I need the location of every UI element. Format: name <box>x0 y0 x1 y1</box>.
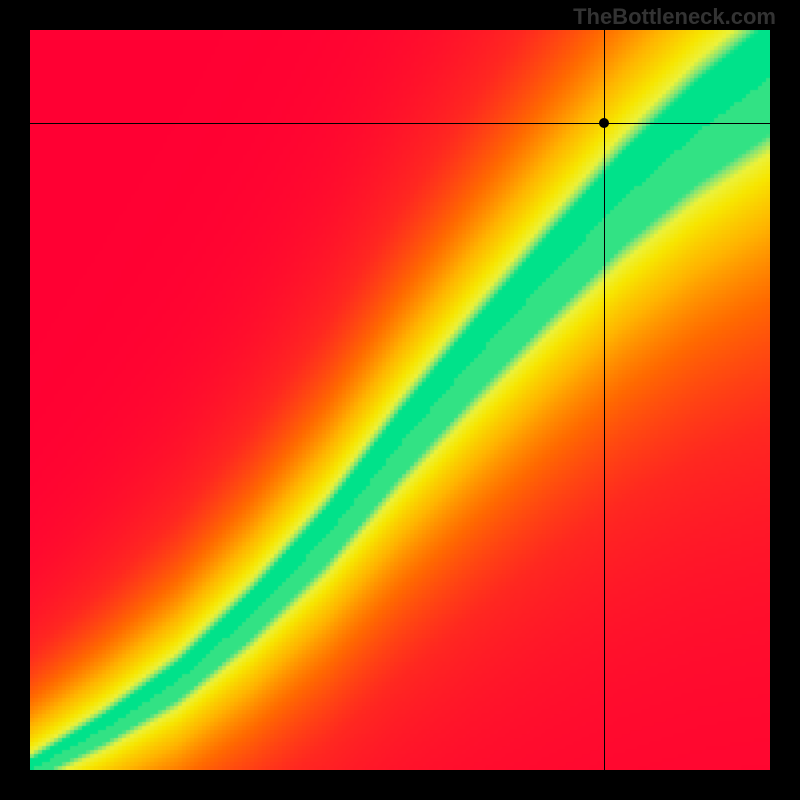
attribution-text: TheBottleneck.com <box>573 4 776 30</box>
crosshair-horizontal <box>30 123 770 124</box>
crosshair-vertical <box>604 30 605 770</box>
crosshair-marker <box>599 118 609 128</box>
heatmap-plot <box>30 30 770 770</box>
heatmap-canvas <box>30 30 770 770</box>
